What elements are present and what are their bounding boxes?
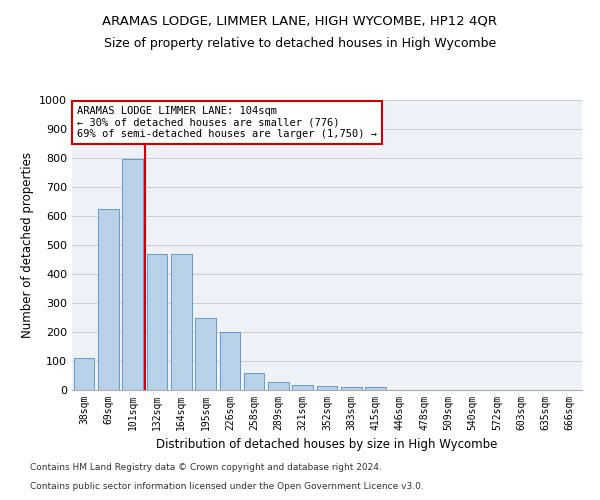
Text: Contains HM Land Registry data © Crown copyright and database right 2024.: Contains HM Land Registry data © Crown c… bbox=[30, 464, 382, 472]
Bar bbox=[122, 160, 143, 390]
Text: Size of property relative to detached houses in High Wycombe: Size of property relative to detached ho… bbox=[104, 38, 496, 51]
Text: Contains public sector information licensed under the Open Government Licence v3: Contains public sector information licen… bbox=[30, 482, 424, 491]
Text: ARAMAS LODGE, LIMMER LANE, HIGH WYCOMBE, HP12 4QR: ARAMAS LODGE, LIMMER LANE, HIGH WYCOMBE,… bbox=[103, 15, 497, 28]
Y-axis label: Number of detached properties: Number of detached properties bbox=[20, 152, 34, 338]
Bar bbox=[220, 332, 240, 390]
Bar bbox=[341, 387, 362, 390]
Bar bbox=[98, 209, 119, 390]
Bar bbox=[171, 254, 191, 390]
Bar bbox=[244, 372, 265, 390]
Bar bbox=[74, 358, 94, 390]
Bar bbox=[365, 387, 386, 390]
Bar bbox=[146, 254, 167, 390]
Text: ARAMAS LODGE LIMMER LANE: 104sqm
← 30% of detached houses are smaller (776)
69% : ARAMAS LODGE LIMMER LANE: 104sqm ← 30% o… bbox=[77, 106, 377, 139]
X-axis label: Distribution of detached houses by size in High Wycombe: Distribution of detached houses by size … bbox=[157, 438, 497, 452]
Bar bbox=[195, 318, 216, 390]
Bar bbox=[317, 386, 337, 390]
Bar bbox=[268, 382, 289, 390]
Bar bbox=[292, 385, 313, 390]
